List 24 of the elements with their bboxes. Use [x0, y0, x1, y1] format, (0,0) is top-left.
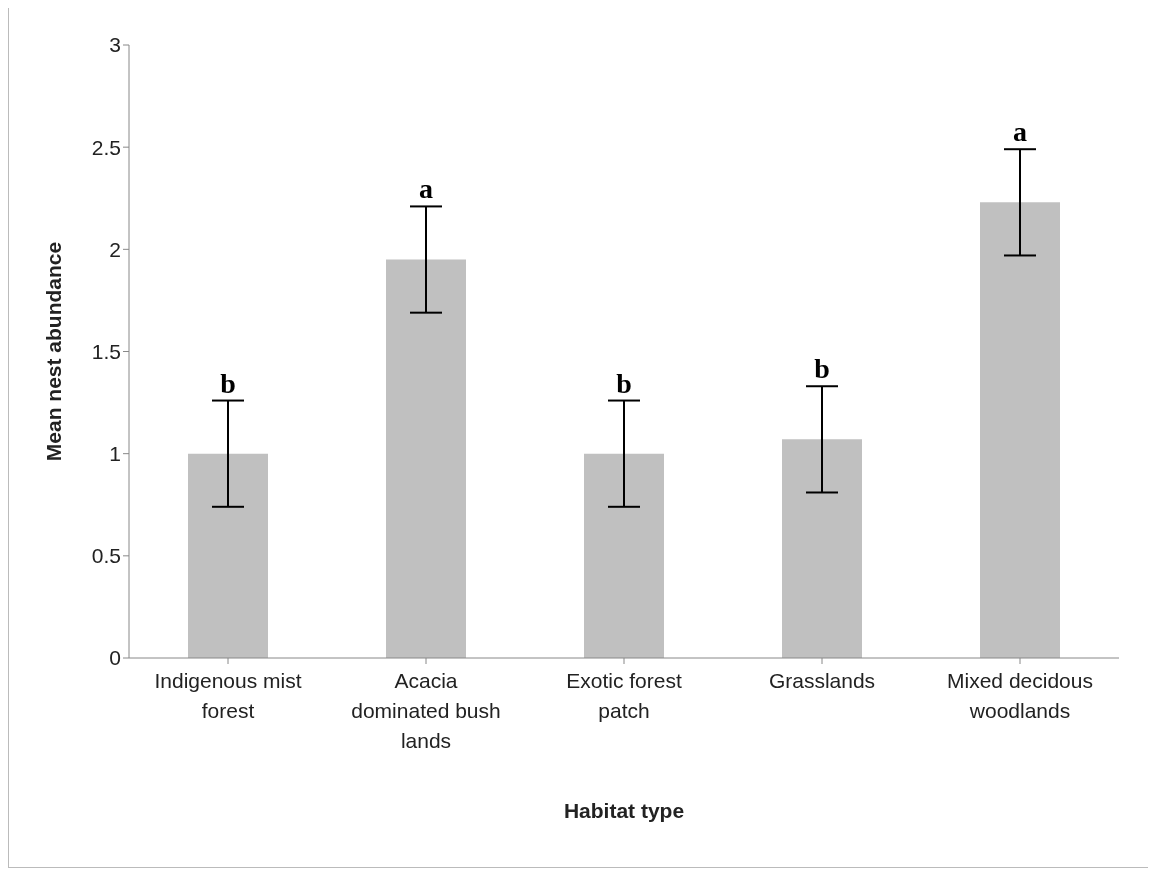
y-tick-label: 2 [109, 237, 121, 261]
x-tick-label: Exotic forest patch [566, 669, 682, 722]
annotation: b [814, 353, 830, 385]
annotation: b [616, 367, 632, 399]
y-axis-title: Mean nest abundance [42, 241, 66, 462]
bar [980, 202, 1060, 658]
x-tick-label: Mixed decidous woodlands [947, 669, 1093, 722]
bar [188, 453, 268, 658]
annotation: a [1013, 116, 1027, 148]
x-tick-label: Indigenous mist forest [154, 669, 302, 722]
x-axis-title: Habitat type [563, 799, 685, 822]
annotation: b [220, 367, 236, 399]
y-tick-label: 1.5 [91, 339, 121, 363]
y-tick-label: 2.5 [91, 135, 121, 159]
y-tick-label: 0.5 [91, 544, 121, 568]
annotation: a [419, 173, 433, 205]
y-tick-label: 1 [109, 442, 121, 466]
bar [584, 453, 664, 658]
y-tick-label: 3 [109, 33, 121, 57]
x-tick-label: Grasslands [768, 669, 876, 692]
y-tick-label: 0 [109, 646, 121, 670]
bar [782, 439, 862, 658]
bar [386, 259, 466, 658]
x-tick-label: Acacia dominated bush lands [351, 669, 501, 752]
